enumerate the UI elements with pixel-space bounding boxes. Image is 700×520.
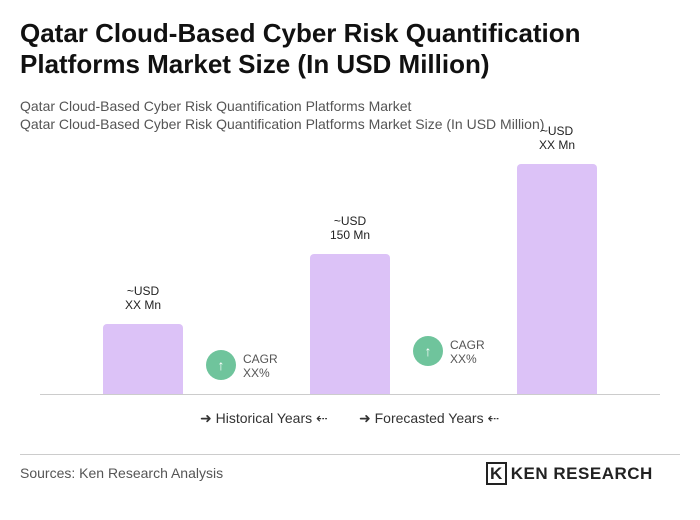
subtitle: Qatar Cloud-Based Cyber Risk Quantificat… — [20, 116, 545, 132]
legend-label: Historical Years — [215, 410, 313, 426]
value-label: ~USD XX Mn — [538, 124, 575, 152]
logo: K KEN RESEARCH — [486, 462, 653, 485]
separator — [20, 454, 680, 455]
legend-item: ➜ Historical Years ⇠ — [200, 410, 328, 426]
cagr-icon: ↑ — [413, 336, 443, 366]
chart-title: Qatar Cloud-Based Cyber Risk Quantificat… — [20, 18, 581, 79]
subtitle: Qatar Cloud-Based Cyber Risk Quantificat… — [20, 98, 412, 114]
bar — [103, 323, 183, 394]
source: Sources: Ken Research Analysis — [20, 465, 224, 481]
cagr-label: CAGR XX% — [243, 352, 278, 380]
legend-label: Forecasted Years — [374, 410, 484, 426]
legend-item: ➜ Forecasted Years ⇠ — [359, 410, 500, 426]
value-label: ~USD XX Mn — [124, 283, 161, 312]
logo-icon: K — [486, 462, 507, 485]
bar — [310, 253, 390, 394]
value-label: ~USD 150 Mn — [329, 213, 371, 242]
cagr-label: CAGR XX% — [450, 338, 485, 366]
bar — [517, 164, 597, 394]
logo-text: KEN RESEARCH — [510, 464, 653, 483]
cagr-icon: ↑ — [206, 350, 236, 380]
baseline — [40, 394, 660, 395]
